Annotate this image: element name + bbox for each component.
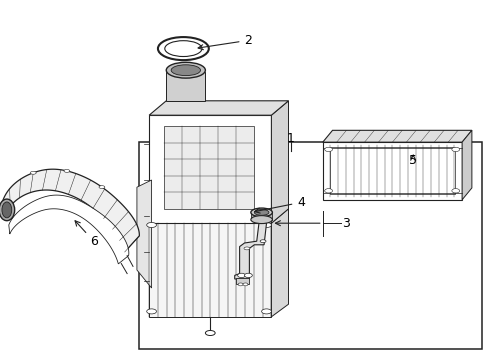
Ellipse shape	[260, 240, 265, 243]
Ellipse shape	[243, 283, 247, 286]
Polygon shape	[149, 101, 288, 115]
Ellipse shape	[254, 210, 268, 215]
Polygon shape	[322, 130, 471, 142]
Text: 5: 5	[408, 154, 416, 167]
Ellipse shape	[171, 65, 200, 76]
Polygon shape	[166, 72, 205, 101]
Polygon shape	[235, 278, 249, 284]
Ellipse shape	[324, 147, 332, 152]
Text: 6: 6	[75, 221, 98, 248]
Polygon shape	[149, 115, 271, 223]
Polygon shape	[271, 209, 288, 317]
Bar	[139, 142, 481, 349]
Text: 1: 1	[286, 132, 294, 145]
Ellipse shape	[244, 273, 252, 278]
Ellipse shape	[244, 247, 249, 250]
Ellipse shape	[451, 189, 459, 193]
Polygon shape	[163, 126, 254, 209]
Polygon shape	[461, 130, 471, 200]
Ellipse shape	[261, 222, 271, 228]
Ellipse shape	[0, 199, 15, 221]
Polygon shape	[137, 180, 151, 288]
Ellipse shape	[250, 216, 272, 224]
Polygon shape	[271, 101, 288, 223]
Ellipse shape	[237, 273, 245, 278]
Polygon shape	[2, 169, 139, 252]
Ellipse shape	[146, 222, 156, 228]
Ellipse shape	[158, 37, 208, 60]
Ellipse shape	[451, 147, 459, 152]
Polygon shape	[9, 195, 128, 264]
Ellipse shape	[30, 171, 36, 174]
Ellipse shape	[261, 309, 271, 314]
Polygon shape	[322, 142, 461, 200]
Polygon shape	[149, 209, 288, 223]
Polygon shape	[149, 223, 271, 317]
Polygon shape	[234, 221, 266, 279]
Ellipse shape	[324, 189, 332, 193]
Ellipse shape	[99, 186, 104, 189]
Text: 4: 4	[254, 196, 305, 213]
Ellipse shape	[250, 208, 272, 217]
Ellipse shape	[2, 202, 12, 218]
Text: 2: 2	[198, 34, 252, 50]
Text: 3: 3	[342, 217, 349, 230]
Ellipse shape	[146, 309, 156, 314]
Ellipse shape	[205, 330, 215, 336]
Ellipse shape	[166, 62, 205, 78]
Polygon shape	[250, 212, 272, 220]
Ellipse shape	[238, 283, 243, 286]
Ellipse shape	[64, 170, 70, 172]
